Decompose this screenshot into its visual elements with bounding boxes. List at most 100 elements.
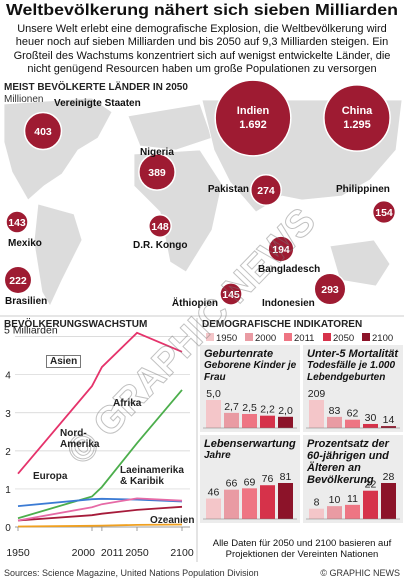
series-line (17, 497, 183, 522)
country-bubble (23, 111, 63, 151)
bar (242, 488, 257, 519)
unit-label: Millionen (4, 94, 43, 105)
value-label: 30 (365, 412, 377, 424)
value-label: 403 (34, 126, 52, 138)
value-label: 148 (151, 221, 169, 233)
panel-subtitle: Geborene Kinder je Frau (204, 360, 297, 383)
bar (278, 416, 293, 428)
country-bubble (267, 235, 295, 263)
bar (381, 483, 396, 519)
value-label: 28 (383, 471, 395, 483)
legend-label: 2011 (294, 333, 314, 344)
country-label: Pakistan (208, 184, 249, 195)
bar (363, 490, 378, 519)
value-label: 2,5 (242, 402, 257, 414)
value-label: 22 (365, 479, 377, 491)
bar (309, 400, 324, 428)
note: Alle Daten für 2050 und 2100 basieren au… (212, 538, 392, 560)
bar (363, 423, 378, 428)
country-label: China (342, 105, 373, 117)
bar (381, 426, 396, 428)
value-label: 274 (257, 185, 275, 197)
section-title: BEVÖLKERUNGSWACHSTUM (4, 317, 147, 330)
australia (329, 239, 391, 287)
panel-title: Unter-5 Mortalität Todesfälle je 1.000 Le… (307, 348, 401, 383)
bar (260, 485, 275, 519)
value-label: 10 (329, 494, 341, 506)
section-title: DEMOGRAFISCHE INDIKATOREN (202, 319, 362, 330)
legend-swatch (323, 333, 331, 341)
series-label: Asien (46, 355, 82, 368)
series-label: Afrika (113, 398, 142, 409)
country-label: Nigeria (140, 147, 174, 158)
y-tick-label: 2 (5, 447, 11, 458)
europe (127, 103, 213, 151)
value-label: 2,7 (224, 401, 239, 413)
series-line (17, 331, 183, 475)
series-line (17, 389, 183, 520)
country-label: Brasilien (5, 296, 47, 307)
value-label: 2,2 (260, 404, 275, 416)
country-label: D.R. Kongo (133, 240, 187, 251)
legend-label: 2100 (372, 333, 393, 344)
country-bubble (214, 79, 292, 157)
country-label: Mexiko (8, 238, 42, 249)
series-label: Europa (33, 471, 68, 482)
country-label: Indien (237, 105, 270, 117)
title: Weltbevölkerung nähert sich sieben Milli… (6, 2, 398, 19)
panel-title: Prozentsatz der 60-jährigen und Älteren … (307, 438, 389, 486)
legend-swatch (284, 333, 292, 341)
x-tick-label: 2050 (125, 547, 149, 559)
legend-label: 1950 (216, 333, 237, 344)
legend-swatch (245, 333, 253, 341)
value-label: 209 (308, 388, 326, 400)
legend-label: 2000 (255, 333, 276, 344)
south-america (33, 203, 83, 307)
bar (278, 483, 293, 519)
country-label: Bangladesch (258, 264, 320, 275)
bar (327, 416, 342, 428)
series-label: Laeinamerika & Karibik (120, 465, 184, 487)
value-label: 76 (262, 473, 274, 485)
x-tick-label: 2011 (101, 547, 124, 559)
y-tick-label: 3 (5, 409, 11, 420)
series-line (17, 505, 183, 522)
legend-swatch (362, 333, 370, 341)
intro-text: Unsere Welt erlebt eine demografische Ex… (13, 23, 391, 75)
x-tick-label: 2100 (170, 547, 194, 559)
value-label: 62 (347, 408, 359, 420)
country-label: Philippinen (336, 184, 390, 195)
bar (345, 419, 360, 428)
value-label: 2,0 (278, 405, 293, 417)
value-label: 143 (8, 217, 26, 229)
country-bubble (5, 210, 29, 234)
value-label: 11 (347, 493, 358, 505)
legend-swatch (206, 333, 214, 341)
bar (206, 498, 221, 519)
bar (327, 506, 342, 519)
bar (309, 508, 324, 519)
country-label: Äthiopien (172, 296, 218, 309)
panel-title: Geburtenrate Geborene Kinder je Frau (204, 348, 297, 383)
value-label: 5,0 (206, 388, 221, 400)
country-bubble (250, 174, 282, 206)
value-label: 81 (280, 471, 292, 483)
bar (242, 414, 257, 428)
bar (224, 412, 239, 428)
country-bubble (148, 214, 172, 238)
bar (224, 489, 239, 519)
country-bubble (371, 199, 397, 225)
value-label: 46 (208, 487, 220, 499)
bar (260, 415, 275, 428)
country-label: Vereinigte Staaten (54, 98, 141, 109)
y-tick-label: 5 Milliarden (4, 325, 58, 337)
bar (206, 400, 221, 428)
panel-subtitle: Jahre (204, 450, 231, 461)
country-bubble (219, 282, 243, 306)
bar (345, 504, 360, 519)
value-label: 154 (375, 207, 393, 219)
value-label: 69 (244, 476, 256, 488)
value-label: 14 (383, 414, 395, 426)
